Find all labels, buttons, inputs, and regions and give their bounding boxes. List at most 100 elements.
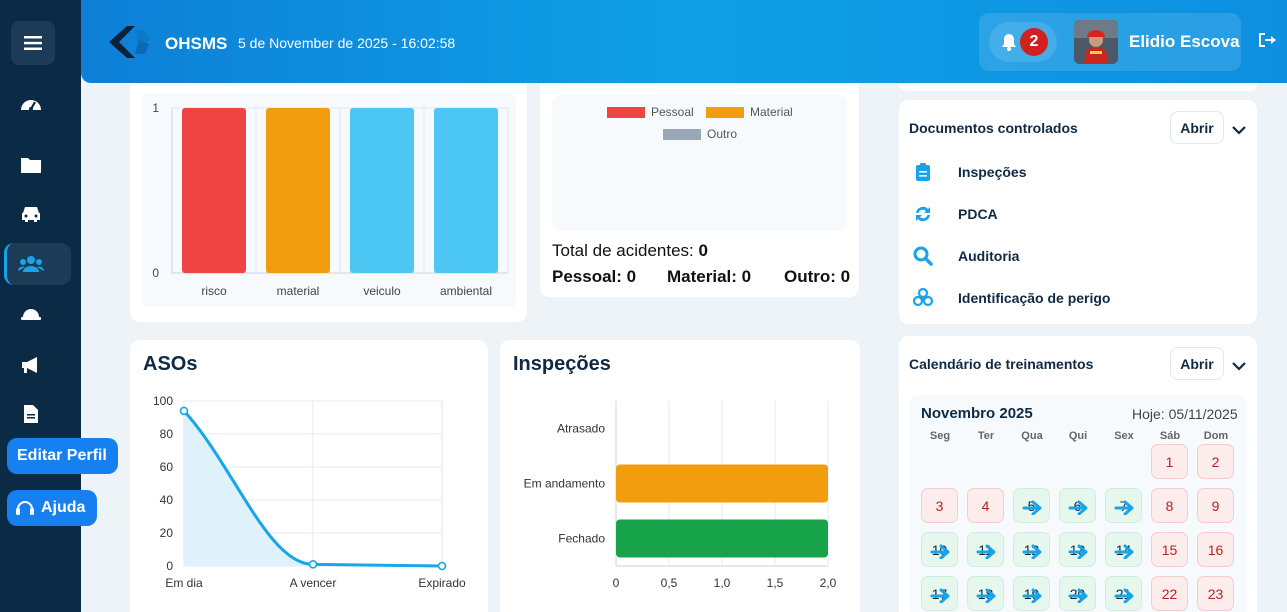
x-tick-label: A vencer [290,576,337,590]
day-number: 15 [1161,541,1178,558]
sidebar-item-safety[interactable] [16,299,46,329]
help-label: Ajuda [41,499,86,516]
calendar-open-button[interactable]: Abrir [1170,347,1224,380]
y-tick-label: 100 [153,394,173,408]
calendar-day[interactable]: 14 [1105,532,1142,567]
training-arrow-icon [1068,500,1088,515]
sidebar: Editar Perfil Ajuda [0,0,118,612]
hard-hat-icon [21,309,41,320]
series-line [182,409,443,568]
y-tick-label: Atrasado [557,422,605,436]
calendar-day[interactable]: 17 [921,576,958,611]
total-accidents: Total de acidentes: 0 [552,241,708,260]
refresh-icon [916,206,930,222]
doc-item-pdca[interactable]: PDCA [912,202,998,226]
calendar-day[interactable]: 4 [967,488,1004,523]
car-icon [22,207,40,222]
sidebar-item-documents[interactable] [16,399,46,429]
calendar-day[interactable]: 9 [1197,488,1234,523]
menu-icon [24,36,42,50]
day-number: 23 [1207,585,1224,602]
calendar-day[interactable]: 20 [1059,576,1096,611]
current-datetime: 5 de November de 2025 - 16:02:58 [238,35,456,51]
day-number: 6 [1073,497,1082,514]
bar-em-andamento [616,464,828,503]
doc-item-perigo[interactable]: Identificação de perigo [912,286,1110,310]
headset-icon [16,501,34,515]
risk-chart-card: 1 0 risco material veiculo ambiental [130,83,527,322]
sidebar-item-dashboard[interactable] [16,89,46,119]
training-arrow-icon [1022,544,1042,559]
top-header: OHSMS 5 de November de 2025 - 16:02:58 2… [81,0,1287,83]
training-arrow-icon [976,544,996,559]
x-tick-label: 0,5 [661,576,678,590]
clipboard-icon [916,163,930,181]
calendar-day[interactable]: 10 [921,532,958,567]
calendar-day[interactable]: 22 [1151,576,1188,611]
weekday-label: Qui [1068,430,1088,442]
training-arrow-icon [1114,544,1134,559]
calendar-day[interactable]: 3 [921,488,958,523]
calendar-day[interactable]: 13 [1059,532,1096,567]
asos-title: ASOs [143,353,198,375]
documents-open-button[interactable]: Abrir [1170,111,1224,144]
data-point [179,406,189,416]
documents-collapse-toggle[interactable] [1232,122,1246,140]
dashboard-icon [21,100,41,111]
logout-icon [1259,33,1276,47]
legend-material: Material [706,105,793,119]
calendar-day[interactable]: 19 [1013,576,1050,611]
weekday-label: Dom [1203,430,1229,442]
sidebar-item-users[interactable] [16,249,46,279]
document-icon [24,405,38,423]
doc-item-inspecoes[interactable]: Inspeções [912,160,1026,184]
logout-button[interactable] [1257,31,1277,54]
bar-fechado [616,519,828,558]
calendar-day[interactable]: 6 [1059,488,1096,523]
bell-icon [1002,34,1016,51]
weekday-label: Sex [1114,430,1134,442]
calendar-day[interactable]: 12 [1013,532,1050,567]
menu-button[interactable] [11,21,55,65]
accidents-chart-area [552,95,847,231]
calendar-day[interactable]: 11 [967,532,1004,567]
calendar-day[interactable]: 16 [1197,532,1234,567]
calendar-day[interactable]: 2 [1197,444,1234,479]
user-name: Elidio Escova [1129,32,1240,51]
avatar[interactable] [1074,20,1118,64]
asos-card: ASOs 100 80 60 40 20 0 Em dia A vencer Expirado [130,340,488,612]
calendar-day[interactable]: 18 [967,576,1004,611]
training-arrow-icon [1068,544,1088,559]
calendar-day[interactable]: 15 [1151,532,1188,567]
calendar-day[interactable]: 5 [1013,488,1050,523]
training-arrow-icon [1068,588,1088,603]
y-tick-label: 20 [160,526,174,540]
calendar-collapse-toggle[interactable] [1232,358,1246,376]
edit-profile-button[interactable]: Editar Perfil [7,438,118,474]
x-tick-label: Expirado [418,576,466,590]
doc-item-label: Auditoria [958,248,1020,264]
sidebar-item-announcements[interactable] [16,350,46,380]
calendar-title: Calendário de treinamentos [909,356,1094,372]
calendar-day[interactable]: 1 [1151,444,1188,479]
help-button[interactable]: Ajuda [7,490,97,526]
calendar-day[interactable]: 7 [1105,488,1142,523]
calendar-day[interactable]: 21 [1105,576,1142,611]
calendar-day[interactable]: 8 [1151,488,1188,523]
sidebar-item-vehicles[interactable] [16,199,46,229]
x-tick-label: 2,0 [820,576,837,590]
training-arrow-icon [930,588,950,603]
calendar-day[interactable]: 23 [1197,576,1234,611]
y-tick-label: 0 [166,559,173,573]
doc-item-auditoria[interactable]: Auditoria [912,244,1019,268]
y-tick-label: 80 [160,427,174,441]
legend-outro: Outro [663,127,737,141]
area-fill [184,410,442,566]
weekday-label: Sáb [1159,430,1181,442]
ohsms-logo[interactable] [105,24,151,60]
sidebar-item-folder[interactable] [16,150,46,180]
day-number: 22 [1161,585,1178,602]
x-tick-label: material [277,284,320,298]
documents-title: Documentos controlados [909,120,1078,136]
x-tick-label: Em dia [165,576,203,590]
